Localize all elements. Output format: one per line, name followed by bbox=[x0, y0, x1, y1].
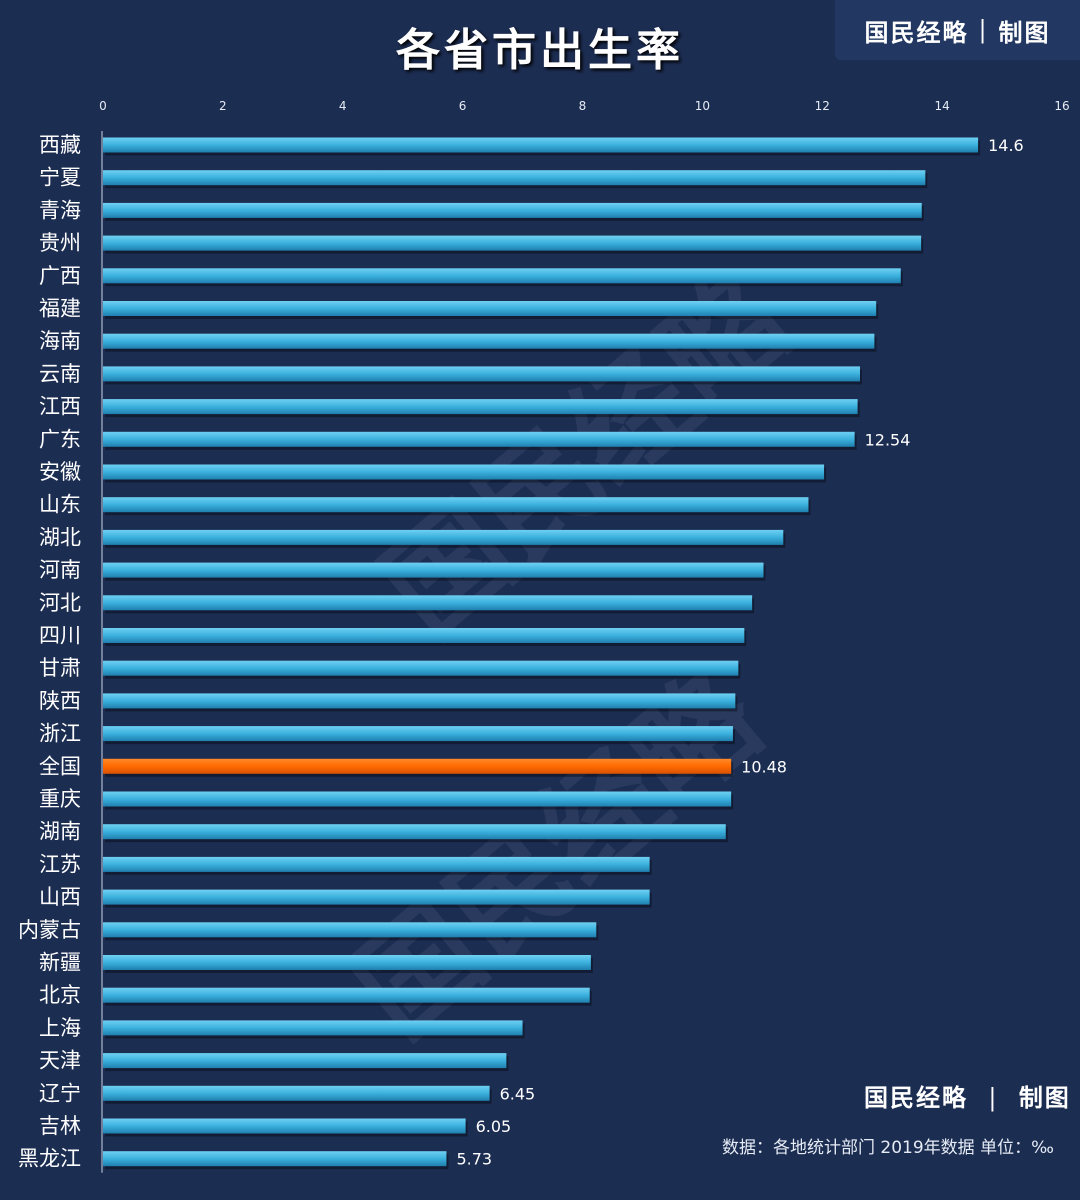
category-label: 四川 bbox=[39, 624, 81, 648]
bar bbox=[103, 824, 726, 840]
x-tick-label: 10 bbox=[695, 99, 710, 113]
value-label: 10.48 bbox=[741, 757, 787, 776]
bar bbox=[103, 333, 875, 349]
brand-name: 国民经略 bbox=[864, 1083, 968, 1112]
bar bbox=[103, 202, 922, 218]
category-label: 吉林 bbox=[39, 1114, 81, 1138]
value-label: 6.05 bbox=[476, 1117, 512, 1136]
bar bbox=[103, 628, 745, 643]
category-label: 河北 bbox=[39, 591, 81, 615]
bar bbox=[103, 1151, 447, 1167]
category-label: 黑龙江 bbox=[18, 1147, 81, 1171]
bar bbox=[103, 301, 877, 316]
bar bbox=[103, 660, 739, 676]
bar bbox=[103, 791, 732, 807]
category-label: 广东 bbox=[39, 427, 81, 451]
category-label: 湖北 bbox=[39, 525, 81, 549]
value-label: 6.45 bbox=[500, 1084, 536, 1103]
category-label: 上海 bbox=[39, 1016, 81, 1040]
brand-name: 国民经略 bbox=[864, 17, 969, 47]
category-label: 辽宁 bbox=[39, 1081, 81, 1105]
category-label: 青海 bbox=[39, 198, 81, 222]
category-label: 湖南 bbox=[39, 820, 81, 844]
category-label: 广西 bbox=[39, 264, 81, 288]
x-tick-label: 2 bbox=[219, 99, 227, 113]
bar bbox=[103, 1118, 466, 1134]
category-label: 江西 bbox=[39, 395, 81, 419]
category-label: 甘肃 bbox=[39, 656, 81, 680]
category-label: 陕西 bbox=[39, 689, 81, 713]
bar bbox=[103, 955, 591, 970]
bar bbox=[103, 595, 753, 611]
data-source: 数据：各地统计部门 2019年数据 单位：‰ bbox=[722, 1138, 1054, 1158]
category-label: 浙江 bbox=[39, 722, 81, 746]
category-label: 西藏 bbox=[39, 133, 81, 157]
brand-footer: 国民经略 | 制图 bbox=[864, 1078, 1071, 1113]
chart-title: 各省市出生率 bbox=[396, 25, 684, 76]
x-tick-label: 14 bbox=[934, 99, 949, 113]
category-label: 江苏 bbox=[39, 852, 81, 876]
bar bbox=[103, 431, 855, 447]
value-label: 12.54 bbox=[865, 430, 911, 449]
bar bbox=[103, 693, 736, 709]
bar bbox=[103, 235, 922, 251]
bar bbox=[103, 464, 825, 480]
brand-suffix: 制图 bbox=[1018, 1083, 1071, 1112]
category-label: 山西 bbox=[39, 885, 81, 909]
bar bbox=[103, 1053, 507, 1069]
x-tick-label: 4 bbox=[339, 99, 347, 113]
x-tick-label: 8 bbox=[579, 99, 587, 113]
value-label: 14.6 bbox=[988, 136, 1024, 155]
category-label: 内蒙古 bbox=[18, 918, 81, 942]
bar bbox=[103, 726, 733, 742]
bar bbox=[103, 170, 926, 186]
bar bbox=[103, 1085, 490, 1101]
value-label: 5.73 bbox=[456, 1150, 492, 1169]
x-tick-label: 6 bbox=[459, 99, 467, 113]
x-tick-label: 12 bbox=[815, 99, 830, 113]
category-label: 北京 bbox=[39, 983, 81, 1007]
category-label: 云南 bbox=[39, 362, 81, 386]
bar bbox=[103, 922, 597, 938]
category-label: 全国 bbox=[39, 754, 81, 778]
brand-separator: | bbox=[988, 1084, 999, 1112]
category-label: 天津 bbox=[39, 1049, 81, 1073]
brand-header: 国民经略 | 制图 bbox=[835, 0, 1080, 60]
bar bbox=[103, 1020, 523, 1036]
bar bbox=[103, 399, 858, 415]
brand-suffix: 制图 bbox=[998, 17, 1051, 47]
bar bbox=[103, 137, 979, 153]
category-label: 海南 bbox=[39, 329, 81, 353]
bar bbox=[103, 529, 784, 545]
category-label: 安徽 bbox=[39, 460, 81, 484]
bar bbox=[103, 987, 590, 1003]
bar-highlight bbox=[103, 758, 732, 774]
category-label: 宁夏 bbox=[39, 166, 81, 190]
bar bbox=[103, 497, 809, 513]
bar bbox=[103, 889, 650, 905]
category-label: 山东 bbox=[39, 493, 81, 517]
x-tick-label: 16 bbox=[1054, 99, 1069, 113]
category-label: 贵州 bbox=[39, 231, 81, 255]
bar bbox=[103, 562, 764, 578]
bar bbox=[103, 268, 901, 284]
bar bbox=[103, 856, 650, 872]
category-label: 福建 bbox=[39, 297, 81, 321]
category-label: 河南 bbox=[39, 558, 81, 582]
x-tick-label: 0 bbox=[99, 99, 107, 113]
brand-separator: | bbox=[978, 16, 989, 44]
category-label: 新疆 bbox=[39, 951, 81, 975]
bar bbox=[103, 366, 861, 382]
category-label: 重庆 bbox=[39, 787, 81, 811]
